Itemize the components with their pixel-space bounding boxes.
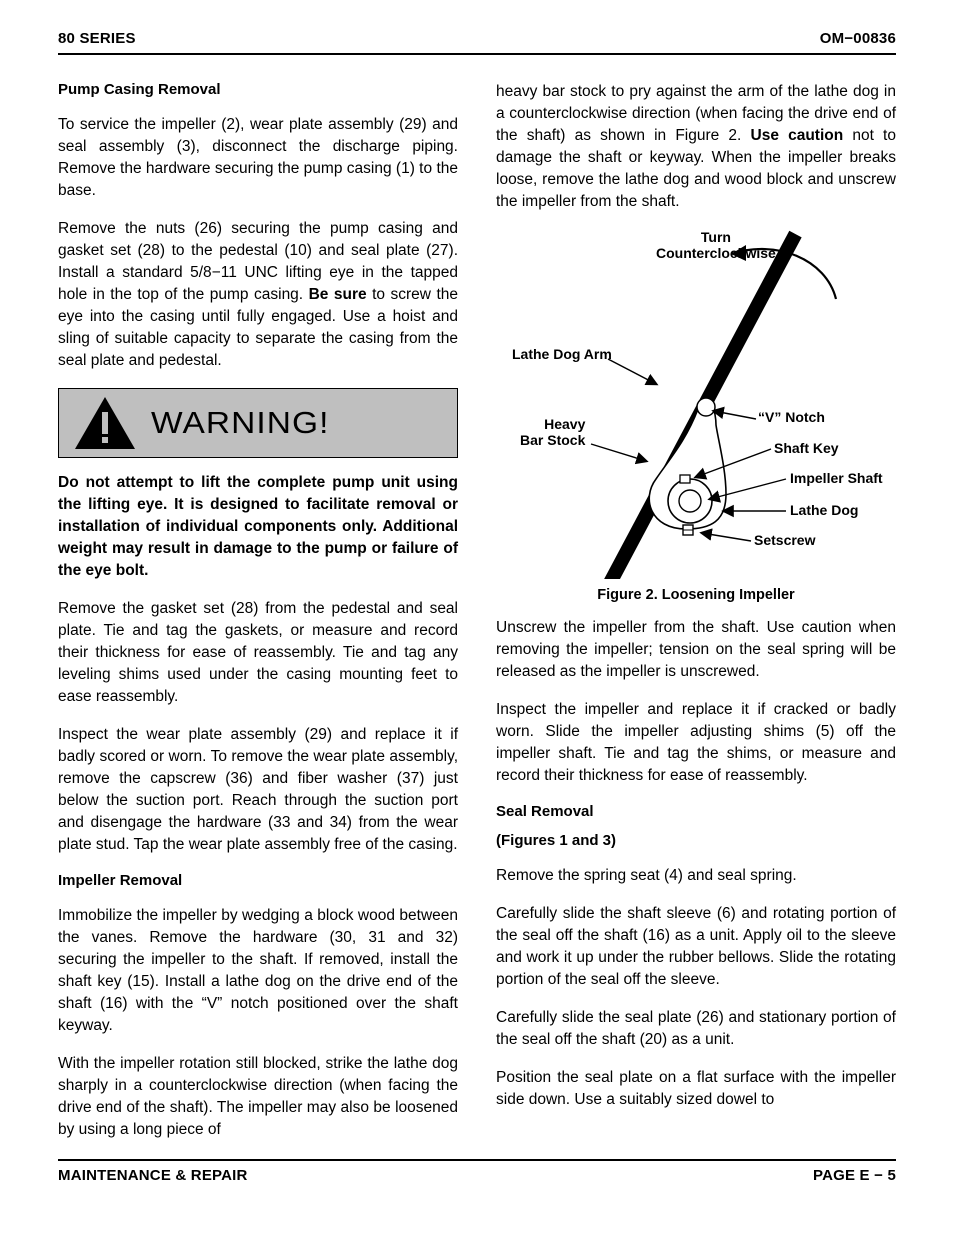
paragraph: Carefully slide the shaft sleeve (6) and… (496, 903, 896, 991)
figure-2-svg (496, 229, 896, 579)
figure-2-drawing: Turn Counterclockwise Lathe Dog Arm Heav… (496, 229, 896, 579)
figure-2-caption: Figure 2. Loosening Impeller (496, 587, 896, 603)
footer-right: PAGE E − 5 (813, 1167, 896, 1184)
paragraph: Remove the spring seat (4) and seal spri… (496, 865, 896, 887)
warning-paragraph: Do not attempt to lift the complete pump… (58, 472, 458, 582)
paragraph: Immobilize the impeller by wedging a blo… (58, 905, 458, 1037)
label-turn-line1: Turn (656, 229, 776, 245)
figure-2: Turn Counterclockwise Lathe Dog Arm Heav… (496, 229, 896, 603)
footer-left: MAINTENANCE & REPAIR (58, 1167, 248, 1184)
page-header: 80 SERIES OM−00836 (58, 30, 896, 47)
paragraph: Inspect the impeller and replace it if c… (496, 699, 896, 787)
warning-heading: WARNING! (151, 405, 330, 441)
paragraph: To service the impeller (2), wear plate … (58, 114, 458, 202)
warning-box: WARNING! (58, 388, 458, 458)
heading-seal-removal: Seal Removal (496, 803, 896, 820)
footer-rule (58, 1159, 896, 1161)
warning-triangle-icon (73, 395, 137, 451)
heading-pump-casing-removal: Pump Casing Removal (58, 81, 458, 98)
paragraph: Remove the gasket set (28) from the pede… (58, 598, 458, 708)
paragraph: Unscrew the impeller from the shaft. Use… (496, 617, 896, 683)
bold-text: Be sure (309, 286, 367, 303)
page-footer: MAINTENANCE & REPAIR PAGE E − 5 (58, 1167, 896, 1184)
label-turn-line2: Counterclockwise (656, 245, 776, 261)
columns: Pump Casing Removal To service the impel… (58, 81, 896, 1141)
header-rule (58, 53, 896, 55)
left-column: Pump Casing Removal To service the impel… (58, 81, 458, 1141)
label-heavy-line1: Heavy (520, 416, 585, 432)
label-v-notch: “V” Notch (758, 409, 825, 425)
paragraph: Inspect the wear plate assembly (29) and… (58, 724, 458, 856)
right-column: heavy bar stock to pry against the arm o… (496, 81, 896, 1141)
paragraph: Carefully slide the seal plate (26) and … (496, 1007, 896, 1051)
label-heavy-bar-stock: Heavy Bar Stock (520, 416, 585, 448)
page: 80 SERIES OM−00836 Pump Casing Removal T… (0, 0, 954, 1210)
label-lathe-dog: Lathe Dog (790, 502, 858, 518)
paragraph: With the impeller rotation still blocked… (58, 1053, 458, 1141)
label-heavy-line2: Bar Stock (520, 432, 585, 448)
heading-figures-ref: (Figures 1 and 3) (496, 832, 896, 849)
paragraph: Position the seal plate on a flat surfac… (496, 1067, 896, 1111)
label-impeller-shaft: Impeller Shaft (790, 470, 883, 486)
label-setscrew: Setscrew (754, 532, 815, 548)
label-lathe-dog-arm: Lathe Dog Arm (512, 346, 612, 362)
header-right: OM−00836 (820, 30, 896, 47)
label-turn: Turn Counterclockwise (656, 229, 776, 261)
paragraph: heavy bar stock to pry against the arm o… (496, 81, 896, 213)
header-left: 80 SERIES (58, 30, 136, 47)
bold-text: Use caution (751, 127, 844, 144)
label-shaft-key: Shaft Key (774, 440, 839, 456)
heading-impeller-removal: Impeller Removal (58, 872, 458, 889)
paragraph: Remove the nuts (26) securing the pump c… (58, 218, 458, 372)
